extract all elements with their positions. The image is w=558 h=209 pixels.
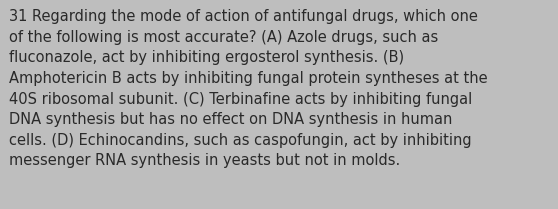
- Text: 31 Regarding the mode of action of antifungal drugs, which one
of the following : 31 Regarding the mode of action of antif…: [9, 9, 488, 168]
